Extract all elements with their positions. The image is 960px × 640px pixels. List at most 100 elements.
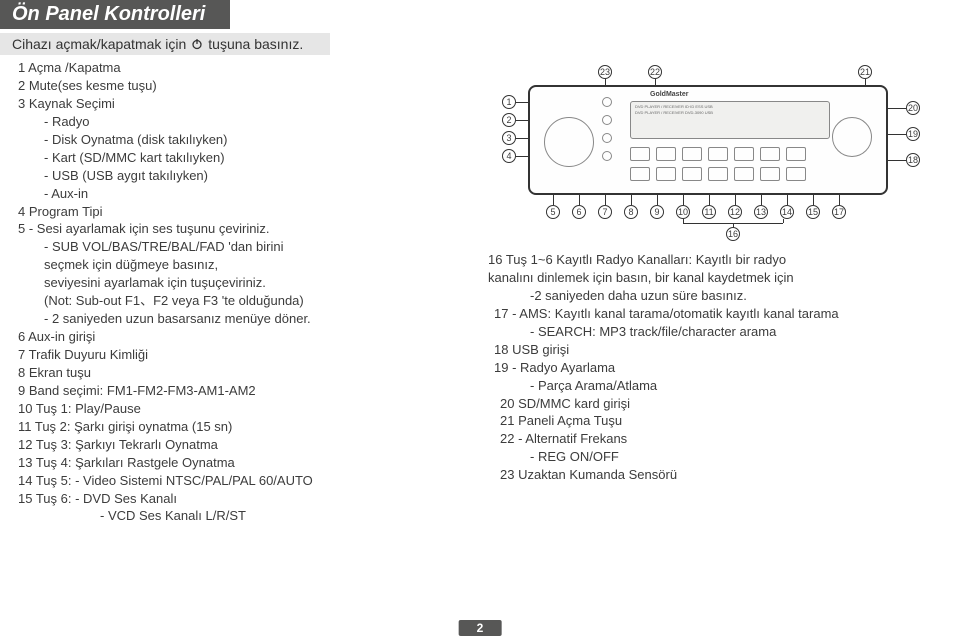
callout-1: 1 bbox=[502, 95, 516, 109]
volume-knob bbox=[544, 117, 594, 167]
note-1: (Not: Sub-out F1、F2 veya F3 'te olduğund… bbox=[18, 292, 458, 310]
leader bbox=[605, 195, 606, 205]
leader bbox=[761, 195, 762, 205]
callout-11: 11 bbox=[702, 205, 716, 219]
item-22: 22 - Alternatif Frekans bbox=[470, 430, 948, 448]
item-19: 19 - Radyo Ayarlama bbox=[470, 359, 948, 377]
item-13: 13 Tuş 4: Şarkıları Rastgele Oynatma bbox=[18, 454, 458, 472]
leader bbox=[579, 195, 580, 205]
preset-btn bbox=[630, 147, 650, 161]
callout-22: 22 bbox=[648, 65, 662, 79]
fn-btn bbox=[656, 167, 676, 181]
item-18: 18 USB girişi bbox=[470, 341, 948, 359]
leader bbox=[888, 108, 906, 109]
leader bbox=[709, 195, 710, 205]
panel-display: DVD PLAYER / RECEIVER ID·ID ESS USB DVD … bbox=[630, 101, 830, 139]
item-5b: seçmek için düğmeye basınız, bbox=[18, 256, 458, 274]
section-title: Ön Panel Kontrolleri bbox=[0, 0, 230, 29]
leader-bracket bbox=[683, 219, 684, 223]
panel-diagram: 23 22 21 1 2 3 4 20 19 18 GoldMaster bbox=[478, 65, 928, 245]
item-6: 6 Aux-in girişi bbox=[18, 328, 458, 346]
fn-btn bbox=[786, 167, 806, 181]
panel-outline: GoldMaster DVD PLAYER / RECEIVER ID·ID E… bbox=[528, 85, 888, 195]
bottom-buttons bbox=[630, 167, 806, 181]
item-15: 15 Tuş 6: - DVD Ses Kanalı bbox=[18, 490, 458, 508]
small-button bbox=[602, 97, 612, 107]
leader bbox=[787, 195, 788, 205]
preset-btn bbox=[760, 147, 780, 161]
small-button bbox=[602, 133, 612, 143]
sub-header: Cihazı açmak/kapatmak için tuşuna basını… bbox=[0, 33, 330, 55]
item-3a: - Radyo bbox=[18, 113, 458, 131]
small-button bbox=[602, 151, 612, 161]
panel-logo: GoldMaster bbox=[650, 90, 689, 100]
callout-19: 19 bbox=[906, 127, 920, 141]
callout-14: 14 bbox=[780, 205, 794, 219]
item-14: 14 Tuş 5: - Video Sistemi NTSC/PAL/PAL 6… bbox=[18, 472, 458, 490]
item-1: 1 Açma /Kapatma bbox=[18, 59, 458, 77]
callout-23: 23 bbox=[598, 65, 612, 79]
item-12: 12 Tuş 3: Şarkıyı Tekrarlı Oynatma bbox=[18, 436, 458, 454]
item-16b: kanalını dinlemek için basın, bir kanal … bbox=[470, 269, 948, 287]
item-20: 20 SD/MMC kard girişi bbox=[470, 395, 948, 413]
callout-7: 7 bbox=[598, 205, 612, 219]
item-3: 3 Kaynak Seçimi bbox=[18, 95, 458, 113]
item-11: 11 Tuş 2: Şarkı girişi oynatma (15 sn) bbox=[18, 418, 458, 436]
item-5a: - SUB VOL/BAS/TRE/BAL/FAD 'dan birini bbox=[18, 238, 458, 256]
leader-bracket bbox=[783, 219, 784, 223]
leader bbox=[657, 195, 658, 205]
callout-9: 9 bbox=[650, 205, 664, 219]
item-7: 7 Trafik Duyuru Kimliği bbox=[18, 346, 458, 364]
preset-btn bbox=[734, 147, 754, 161]
subheader-post: tuşuna basınız. bbox=[208, 36, 303, 52]
leader bbox=[813, 195, 814, 205]
fn-btn bbox=[734, 167, 754, 181]
item-17a: 17 - AMS: Kayıtlı kanal tarama/otomatik … bbox=[470, 305, 948, 323]
item-19a: - Parça Arama/Atlama bbox=[470, 377, 948, 395]
callout-16: 16 bbox=[726, 227, 740, 241]
item-23: 23 Uzaktan Kumanda Sensörü bbox=[470, 466, 948, 484]
item-9: 9 Band seçimi: FM1-FM2-FM3-AM1-AM2 bbox=[18, 382, 458, 400]
callout-10: 10 bbox=[676, 205, 690, 219]
item-2: 2 Mute(ses kesme tuşu) bbox=[18, 77, 458, 95]
preset-buttons bbox=[630, 147, 806, 161]
leader bbox=[839, 195, 840, 205]
preset-btn bbox=[786, 147, 806, 161]
display-line-2: DVD PLAYER / RECEIVER DVD-3090 USB bbox=[635, 110, 825, 116]
item-8: 8 Ekran tuşu bbox=[18, 364, 458, 382]
callout-5: 5 bbox=[546, 205, 560, 219]
item-17b: - SEARCH: MP3 track/file/character arama bbox=[470, 323, 948, 341]
callout-3: 3 bbox=[502, 131, 516, 145]
right-column: 23 22 21 1 2 3 4 20 19 18 GoldMaster bbox=[470, 59, 948, 525]
preset-btn bbox=[682, 147, 702, 161]
item-3d: - USB (USB aygıt takılıyken) bbox=[18, 167, 458, 185]
fn-btn bbox=[682, 167, 702, 181]
leader bbox=[631, 195, 632, 205]
page-number: 2 bbox=[459, 620, 502, 636]
leader bbox=[888, 134, 906, 135]
item-5: 5 - Sesi ayarlamak için ses tuşunu çevir… bbox=[18, 220, 458, 238]
callout-4: 4 bbox=[502, 149, 516, 163]
preset-btn bbox=[656, 147, 676, 161]
release-ring bbox=[832, 117, 872, 157]
note-2: - 2 saniyeden uzun basarsanız menüye dön… bbox=[18, 310, 458, 328]
leader bbox=[553, 195, 554, 205]
item-16c: -2 saniyeden daha uzun süre basınız. bbox=[470, 287, 948, 305]
leader bbox=[735, 195, 736, 205]
item-21: 21 Paneli Açma Tuşu bbox=[470, 412, 948, 430]
callout-12: 12 bbox=[728, 205, 742, 219]
fn-btn bbox=[708, 167, 728, 181]
item-15a: - VCD Ses Kanalı L/R/ST bbox=[18, 507, 458, 525]
small-button bbox=[602, 115, 612, 125]
left-column: 1 Açma /Kapatma 2 Mute(ses kesme tuşu) 3… bbox=[18, 59, 458, 525]
item-10: 10 Tuş 1: Play/Pause bbox=[18, 400, 458, 418]
power-icon bbox=[190, 37, 204, 51]
preset-btn bbox=[708, 147, 728, 161]
fn-btn bbox=[630, 167, 650, 181]
callout-8: 8 bbox=[624, 205, 638, 219]
callout-17: 17 bbox=[832, 205, 846, 219]
item-3b: - Disk Oynatma (disk takılıyken) bbox=[18, 131, 458, 149]
callout-15: 15 bbox=[806, 205, 820, 219]
subheader-pre: Cihazı açmak/kapatmak için bbox=[12, 36, 186, 52]
item-3c: - Kart (SD/MMC kart takılıyken) bbox=[18, 149, 458, 167]
